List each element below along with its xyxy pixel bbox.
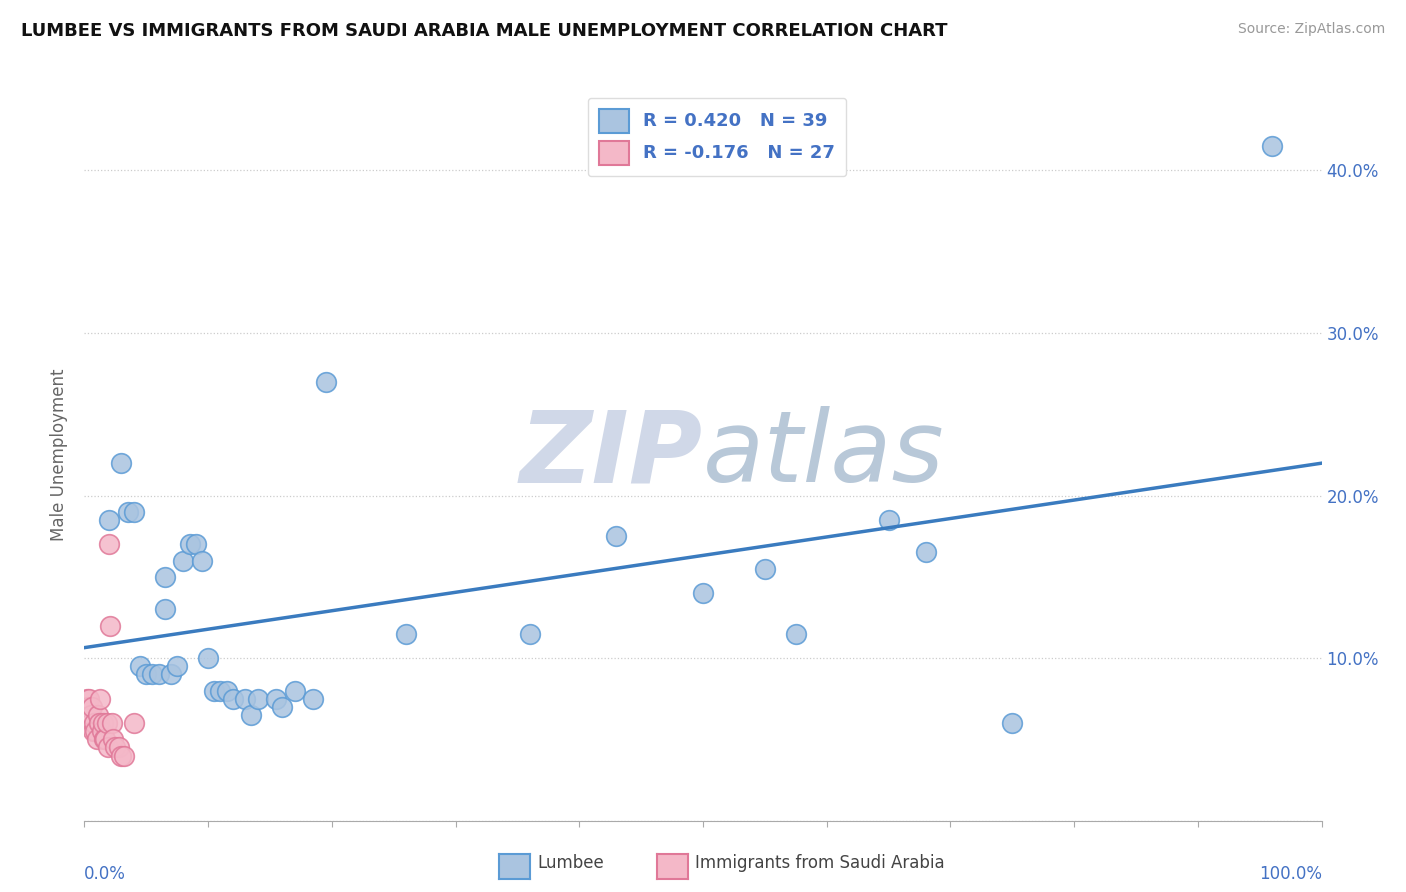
Point <box>302 691 325 706</box>
Point <box>122 505 145 519</box>
Point <box>84 724 107 739</box>
Point <box>222 691 245 706</box>
Point <box>98 537 121 551</box>
Point <box>112 748 135 763</box>
Point <box>215 683 238 698</box>
Point <box>315 375 337 389</box>
Point <box>98 618 121 632</box>
Point <box>184 537 207 551</box>
Point <box>202 683 225 698</box>
Text: Immigrants from Saudi Arabia: Immigrants from Saudi Arabia <box>695 855 945 872</box>
Point <box>82 724 104 739</box>
Point <box>1001 716 1024 731</box>
Point <box>77 699 100 714</box>
Point <box>754 562 776 576</box>
Text: atlas: atlas <box>703 407 945 503</box>
Point <box>98 513 121 527</box>
Point <box>104 740 127 755</box>
Point <box>93 732 115 747</box>
Point <box>191 553 214 567</box>
Point <box>96 716 118 731</box>
Point <box>90 724 112 739</box>
Point <box>89 716 111 731</box>
Point <box>785 626 807 640</box>
Text: Source: ZipAtlas.com: Source: ZipAtlas.com <box>1237 22 1385 37</box>
Point <box>172 553 194 567</box>
Text: LUMBEE VS IMMIGRANTS FROM SAUDI ARABIA MALE UNEMPLOYMENT CORRELATION CHART: LUMBEE VS IMMIGRANTS FROM SAUDI ARABIA M… <box>21 22 948 40</box>
Point <box>264 691 287 706</box>
Text: 0.0%: 0.0% <box>84 864 127 882</box>
Point <box>89 691 111 706</box>
Point <box>153 602 176 616</box>
Point <box>1261 139 1284 153</box>
Point <box>122 716 145 731</box>
Y-axis label: Male Unemployment: Male Unemployment <box>51 368 69 541</box>
Point <box>80 699 103 714</box>
Point <box>166 659 188 673</box>
Point <box>108 740 131 755</box>
Point <box>83 716 105 731</box>
Point <box>76 691 98 706</box>
Text: 100.0%: 100.0% <box>1258 864 1322 882</box>
Point <box>148 667 170 681</box>
Point <box>101 732 124 747</box>
Point <box>233 691 256 706</box>
Point <box>160 667 183 681</box>
Point <box>519 626 541 640</box>
Point <box>141 667 163 681</box>
Point <box>284 683 307 698</box>
Point <box>605 529 627 543</box>
Point <box>91 716 114 731</box>
Point <box>135 667 157 681</box>
Point <box>240 708 263 723</box>
Point <box>129 659 152 673</box>
Point <box>110 456 132 470</box>
Point <box>86 732 108 747</box>
Point <box>153 570 176 584</box>
Point <box>209 683 232 698</box>
Point <box>246 691 269 706</box>
Point <box>395 626 418 640</box>
Point <box>271 699 294 714</box>
Point <box>197 651 219 665</box>
Point <box>179 537 201 551</box>
Point <box>97 740 120 755</box>
Legend: R = 0.420   N = 39, R = -0.176   N = 27: R = 0.420 N = 39, R = -0.176 N = 27 <box>588 97 846 177</box>
Point <box>877 513 900 527</box>
Text: ZIP: ZIP <box>520 407 703 503</box>
Point <box>94 732 117 747</box>
Text: Lumbee: Lumbee <box>537 855 603 872</box>
Point <box>110 748 132 763</box>
Point <box>79 708 101 723</box>
Point <box>692 586 714 600</box>
Point <box>100 716 122 731</box>
Point <box>87 708 110 723</box>
Point <box>79 691 101 706</box>
Point <box>117 505 139 519</box>
Point <box>914 545 936 559</box>
